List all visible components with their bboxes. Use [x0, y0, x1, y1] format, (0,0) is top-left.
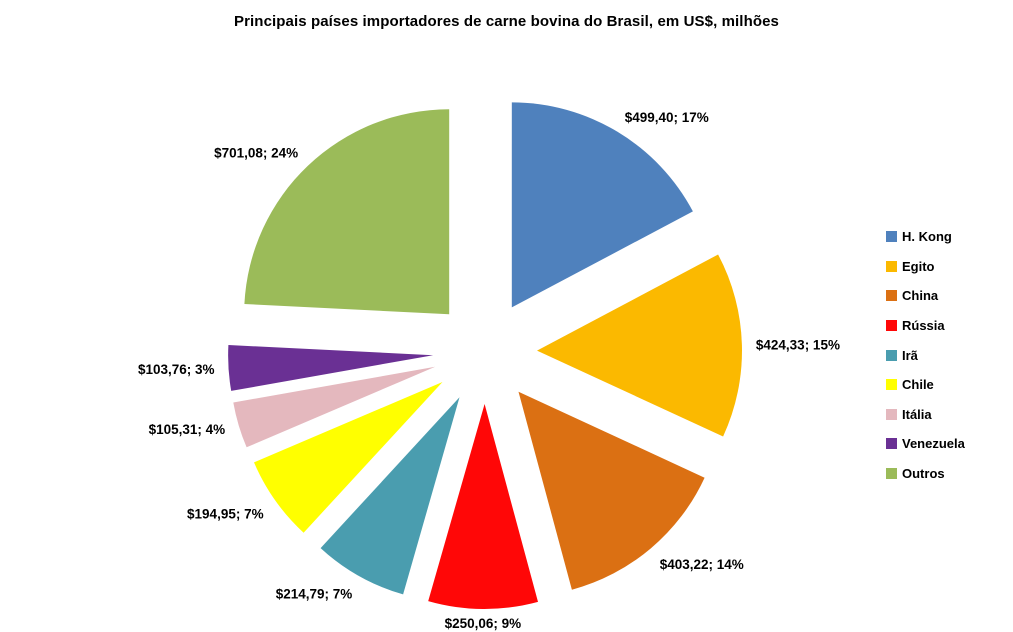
legend-label: China [902, 288, 939, 304]
pie-slice-ira [320, 397, 460, 595]
pie-slice-italia [233, 366, 436, 448]
legend-swatch-icon [886, 231, 897, 243]
pie-slice-chile [254, 382, 443, 533]
legend-item-china: China [886, 281, 965, 311]
legend-label: H. Kong [902, 229, 952, 245]
data-label-chile: $194,95; 7% [187, 506, 264, 521]
data-label-ira: $214,79; 7% [276, 586, 353, 601]
legend-item-italia: Itália [886, 400, 965, 430]
legend-item-outros: Outros [886, 459, 965, 489]
legend-swatch-icon [886, 379, 897, 391]
pie-slice-egito [537, 254, 742, 437]
pie-slice-venezuela [228, 345, 434, 391]
legend-swatch-icon [886, 408, 897, 420]
legend-label: Egito [902, 258, 935, 274]
legend-swatch-icon [886, 320, 897, 332]
pie-slice-outros [244, 109, 450, 315]
legend-swatch-icon [886, 290, 897, 302]
legend-swatch-icon [886, 260, 897, 272]
data-label-venezuela: $103,76; 3% [138, 362, 215, 377]
legend-label: Itália [902, 406, 932, 422]
legend-swatch-icon [886, 438, 897, 450]
legend-label: Venezuela [902, 436, 965, 452]
legend-label: Rússia [902, 318, 945, 334]
legend-item-venezuela: Venezuela [886, 429, 965, 459]
data-label-h-kong: $499,40; 17% [625, 110, 709, 125]
legend-label: Chile [902, 377, 934, 393]
pie-slice-h-kong [511, 102, 693, 308]
legend-label: Outros [902, 466, 945, 482]
data-label-russia: $250,06; 9% [445, 616, 522, 631]
data-label-egito: $424,33; 15% [756, 338, 840, 353]
pie-slice-russia [428, 404, 538, 609]
data-label-italia: $105,31; 4% [149, 422, 226, 437]
legend-item-h-kong: H. Kong [886, 222, 965, 252]
legend-item-russia: Rússia [886, 311, 965, 341]
legend-item-chile: Chile [886, 370, 965, 400]
legend-swatch-icon [886, 349, 897, 361]
legend-swatch-icon [886, 468, 897, 480]
data-label-outros: $701,08; 24% [214, 146, 298, 161]
data-label-china: $403,22; 14% [660, 557, 744, 572]
legend-label: Irã [902, 347, 918, 363]
legend: H. Kong Egito China Rússia Irã Chile Itália Ven… [886, 222, 965, 488]
pie-slice-china [518, 391, 705, 590]
chart-title: Principais países importadores de carne … [234, 13, 779, 30]
legend-item-egito: Egito [886, 252, 965, 282]
legend-item-ira: Irã [886, 340, 965, 370]
